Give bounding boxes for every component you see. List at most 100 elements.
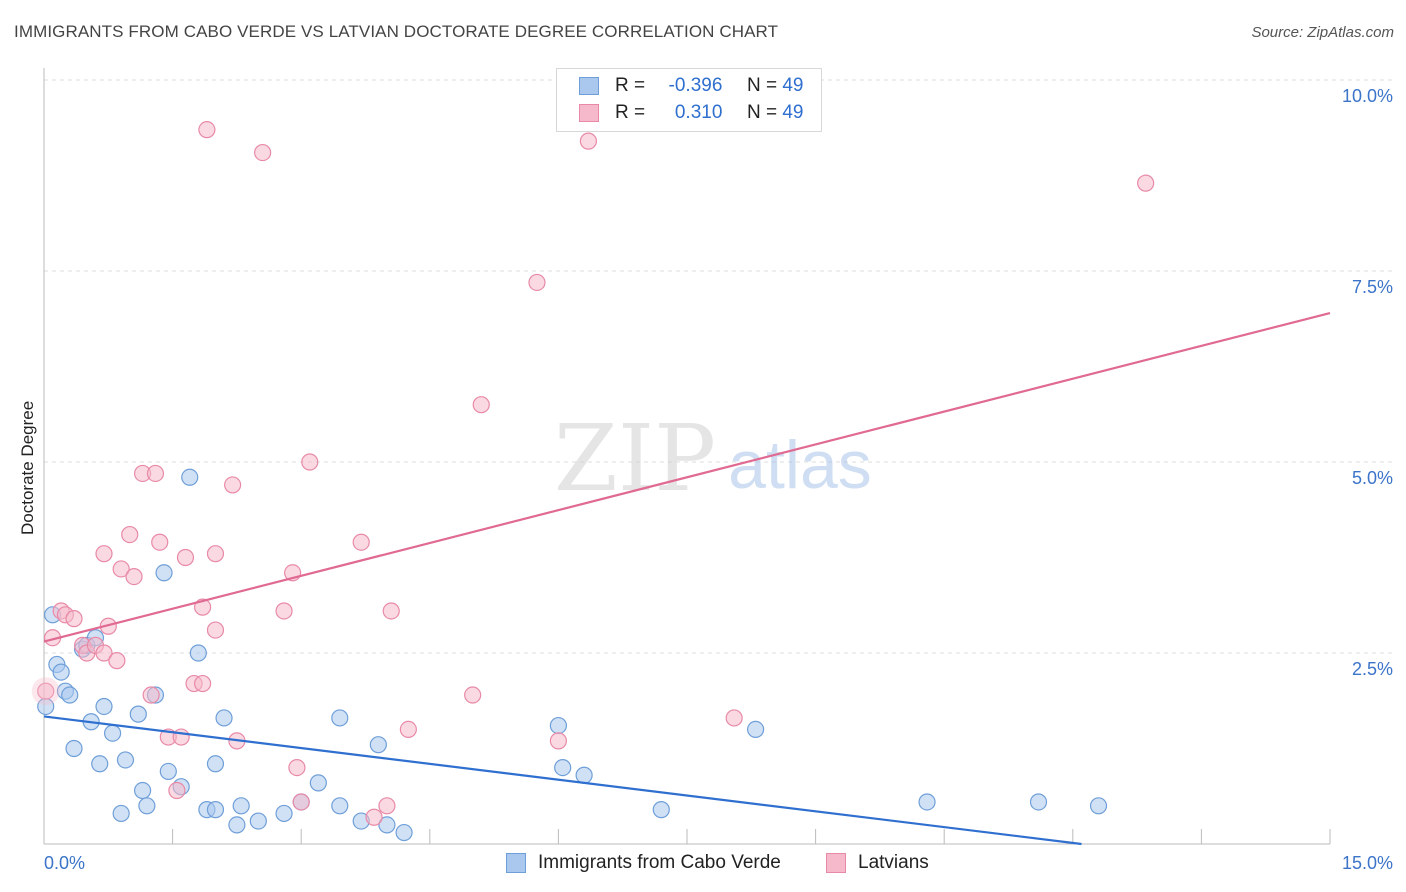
point-latvians — [206, 545, 225, 563]
point-latvians — [464, 686, 482, 704]
point-latvians — [224, 476, 242, 494]
point-latvians — [125, 567, 143, 586]
r-label: R = — [615, 102, 646, 123]
point-cabo-verde — [206, 801, 225, 819]
point-cabo-verde — [746, 720, 765, 739]
point-cabo-verde — [575, 766, 593, 784]
legend-swatch-pink — [579, 104, 599, 122]
point-cabo-verde — [275, 804, 293, 823]
point-cabo-verde — [1089, 797, 1108, 815]
bottom-legend-item-blue: Immigrants from Cabo Verde — [506, 851, 806, 877]
point-latvians — [146, 464, 165, 483]
bottom-legend-swatch-blue — [506, 853, 526, 873]
watermark-zip: ZIP — [554, 405, 716, 512]
point-latvians — [301, 453, 319, 471]
legend-text-pink: R = 0.310 N = 49 — [615, 102, 803, 124]
point-latvians — [121, 525, 139, 544]
watermark: ZIP atlas — [554, 405, 872, 512]
point-latvians — [549, 732, 568, 750]
point-cabo-verde — [91, 755, 109, 773]
n-value: 49 — [782, 102, 804, 123]
point-latvians — [194, 674, 212, 693]
y-tick-label: 2.5% — [1352, 659, 1393, 679]
point-latvians — [95, 644, 113, 662]
legend-text-blue: R = -0.396 N = 49 — [615, 75, 803, 97]
y-axis-label: Doctorate Degree — [18, 400, 37, 535]
x-tick-label: 15.0% — [1342, 853, 1393, 873]
point-latvians — [108, 652, 126, 670]
y-tick-label: 10.0% — [1342, 86, 1393, 106]
point-cabo-verde — [129, 705, 147, 723]
r-value: -0.396 — [668, 75, 723, 96]
point-latvians — [1137, 174, 1155, 192]
r-value: 0.310 — [674, 102, 723, 123]
n-value: 49 — [782, 75, 804, 96]
bottom-legend-label-blue: Immigrants from Cabo Verde — [538, 852, 781, 873]
point-latvians — [579, 132, 598, 150]
point-cabo-verde — [155, 564, 173, 582]
point-latvians — [112, 560, 130, 578]
point-cabo-verde — [181, 468, 199, 486]
point-cabo-verde — [52, 663, 70, 681]
point-cabo-verde — [378, 816, 396, 834]
point-cabo-verde — [554, 758, 572, 777]
point-latvians — [151, 533, 169, 551]
bottom-legend-item-pink: Latvians — [826, 851, 966, 877]
data-points — [31, 121, 1155, 842]
tick-labels: 2.5% 5.0% 7.5% 10.0% 0.0% 15.0% — [44, 86, 1393, 873]
point-cabo-verde — [95, 697, 113, 716]
point-cabo-verde — [159, 762, 177, 781]
point-latvians — [472, 396, 490, 414]
trend-lines — [43, 311, 1331, 846]
legend-swatch-blue — [579, 77, 599, 95]
point-cabo-verde — [369, 736, 387, 754]
point-cabo-verde — [65, 739, 83, 758]
point-cabo-verde — [395, 823, 413, 842]
point-latvians — [288, 758, 306, 777]
point-cabo-verde — [228, 816, 246, 834]
trend-line-latvians — [43, 311, 1331, 643]
point-cabo-verde — [61, 686, 79, 704]
point-cabo-verde — [189, 644, 207, 662]
point-cabo-verde — [331, 797, 349, 815]
point-latvians — [352, 533, 370, 551]
y-tick-label: 7.5% — [1352, 277, 1393, 297]
point-latvians — [528, 273, 546, 292]
point-cabo-verde — [112, 804, 130, 823]
n-label: N = — [746, 102, 778, 123]
y-tick-label: 5.0% — [1352, 468, 1393, 488]
point-latvians — [292, 793, 310, 811]
point-latvians — [378, 797, 396, 815]
chart-title: IMMIGRANTS FROM CABO VERDE VS LATVIAN DO… — [14, 22, 779, 41]
point-cabo-verde — [549, 716, 568, 735]
point-cabo-verde — [331, 709, 349, 727]
r-label: R = — [615, 75, 646, 96]
point-latvians — [365, 808, 383, 826]
point-latvians — [198, 121, 216, 139]
point-latvians — [37, 682, 55, 700]
watermark-atlas: atlas — [728, 427, 872, 503]
point-latvians — [65, 610, 83, 628]
point-cabo-verde — [1029, 793, 1048, 811]
point-latvians — [725, 709, 743, 727]
point-latvians — [206, 621, 225, 639]
point-cabo-verde — [138, 797, 156, 815]
bottom-legend-swatch-pink — [826, 853, 846, 873]
n-label: N = — [746, 75, 778, 96]
point-cabo-verde — [918, 793, 936, 811]
point-latvians — [275, 602, 293, 620]
point-latvians — [399, 720, 417, 739]
point-latvians — [176, 548, 195, 567]
point-latvians — [172, 728, 190, 746]
point-cabo-verde — [215, 709, 233, 727]
point-latvians-cluster — [31, 677, 60, 706]
point-latvians — [142, 686, 160, 704]
point-cabo-verde — [249, 812, 267, 830]
point-latvians — [95, 545, 113, 563]
x-tick-label: 0.0% — [44, 853, 85, 873]
point-cabo-verde — [309, 774, 327, 792]
bottom-legend-label-pink: Latvians — [858, 852, 929, 873]
correlation-legend: R = -0.396 N = 49 R = 0.310 N = 49 — [556, 68, 822, 132]
point-cabo-verde — [232, 797, 250, 815]
gridlines — [44, 79, 1392, 654]
